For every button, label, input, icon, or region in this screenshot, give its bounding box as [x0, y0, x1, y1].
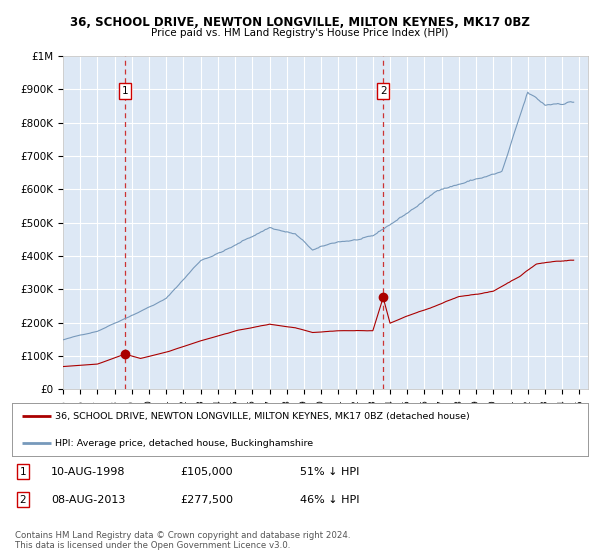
- Text: 10-AUG-1998: 10-AUG-1998: [51, 466, 125, 477]
- Text: 36, SCHOOL DRIVE, NEWTON LONGVILLE, MILTON KEYNES, MK17 0BZ (detached house): 36, SCHOOL DRIVE, NEWTON LONGVILLE, MILT…: [55, 412, 470, 421]
- Text: 08-AUG-2013: 08-AUG-2013: [51, 494, 125, 505]
- Text: HPI: Average price, detached house, Buckinghamshire: HPI: Average price, detached house, Buck…: [55, 438, 313, 447]
- Text: Price paid vs. HM Land Registry's House Price Index (HPI): Price paid vs. HM Land Registry's House …: [151, 28, 449, 38]
- Text: 36, SCHOOL DRIVE, NEWTON LONGVILLE, MILTON KEYNES, MK17 0BZ: 36, SCHOOL DRIVE, NEWTON LONGVILLE, MILT…: [70, 16, 530, 29]
- Text: 1: 1: [122, 86, 128, 96]
- Text: 2: 2: [380, 86, 386, 96]
- Text: 51% ↓ HPI: 51% ↓ HPI: [300, 466, 359, 477]
- Text: £105,000: £105,000: [180, 466, 233, 477]
- Text: £277,500: £277,500: [180, 494, 233, 505]
- Text: 1: 1: [19, 466, 26, 477]
- Text: Contains HM Land Registry data © Crown copyright and database right 2024.
This d: Contains HM Land Registry data © Crown c…: [15, 531, 350, 550]
- Text: 46% ↓ HPI: 46% ↓ HPI: [300, 494, 359, 505]
- Text: 2: 2: [19, 494, 26, 505]
